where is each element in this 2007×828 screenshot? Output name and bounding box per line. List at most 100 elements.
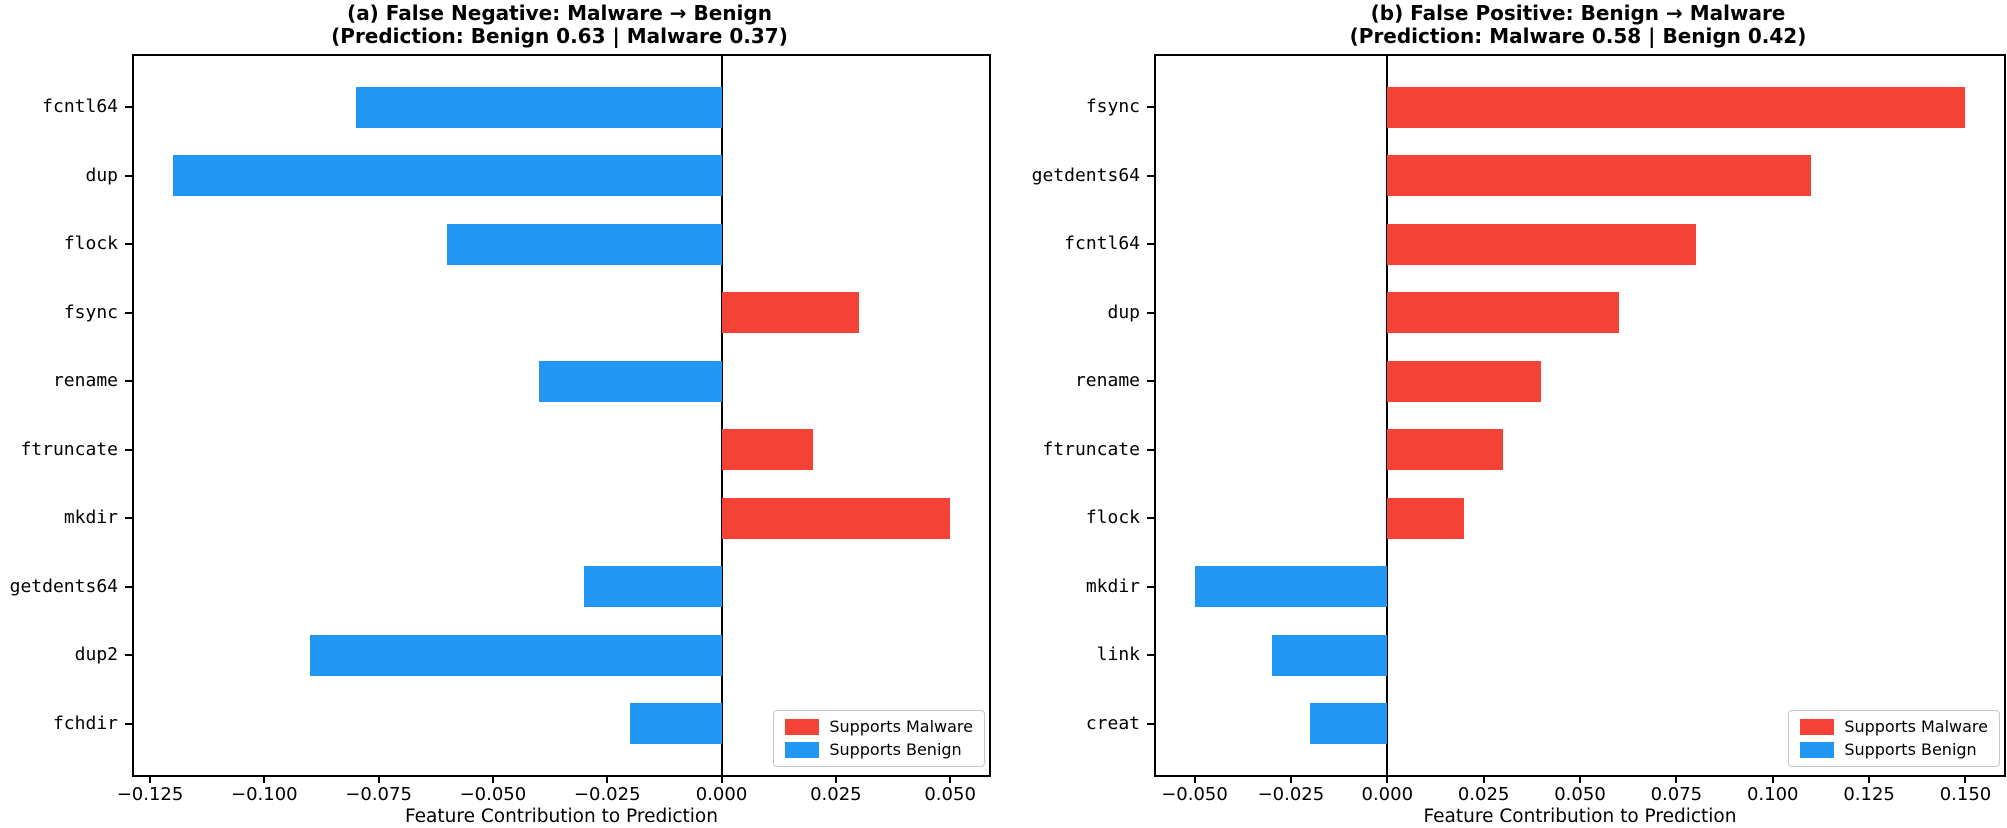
- y-tick-mark: [125, 654, 134, 657]
- y-tick-label-dup2: dup2: [74, 644, 118, 666]
- panel-b-title-line-1: (b) False Positive: Benign → Malware: [1370, 1, 1786, 25]
- y-tick-mark: [1147, 654, 1156, 657]
- x-tick-label: −0.050: [1161, 784, 1228, 805]
- y-tick-mark: [125, 243, 134, 246]
- panel-a-title-line-2: (Prediction: Benign 0.63 | Malware 0.37): [331, 24, 788, 48]
- y-tick-label-link: link: [1096, 644, 1140, 666]
- legend-item-malware: Supports Malware: [785, 719, 973, 735]
- bar-getdents64: [1387, 155, 1812, 197]
- legend-label-benign: Supports Benign: [829, 740, 962, 759]
- x-tick-mark: [1193, 775, 1196, 783]
- bar-fcntl64: [1387, 223, 1696, 265]
- x-tick-label: 0.050: [1554, 784, 1606, 805]
- y-tick-mark: [125, 448, 134, 451]
- bar-dup: [172, 155, 722, 197]
- legend: Supports Malware Supports Benign: [1788, 710, 2000, 767]
- x-tick-mark: [149, 775, 151, 783]
- bar-fsync: [721, 292, 859, 334]
- y-tick-label-fcntl64: fcntl64: [1064, 233, 1140, 255]
- x-tick-mark: [1386, 775, 1389, 783]
- bar-ftruncate: [1387, 429, 1503, 471]
- x-tick-label: 0.150: [1939, 784, 1992, 805]
- legend-swatch-malware: [1800, 719, 1835, 735]
- legend-label-malware: Supports Malware: [829, 717, 973, 736]
- x-axis-label: Feature Contribution to Prediction: [405, 806, 718, 827]
- legend-item-malware: Supports Malware: [1800, 719, 1988, 735]
- y-tick-label-rename: rename: [1074, 370, 1140, 392]
- x-tick-label: −0.075: [345, 784, 412, 805]
- y-tick-mark: [125, 380, 134, 383]
- y-tick-label-mkdir: mkdir: [1085, 575, 1140, 597]
- legend-swatch-benign: [785, 742, 820, 758]
- bar-mkdir: [1194, 566, 1388, 608]
- x-tick-label: 0.000: [695, 784, 748, 805]
- x-tick-label: 0.125: [1843, 784, 1895, 805]
- x-tick-label: 0.025: [1457, 784, 1510, 805]
- y-tick-mark: [125, 311, 134, 314]
- y-tick-label-creat: creat: [1085, 712, 1140, 734]
- x-tick-mark: [1771, 775, 1774, 783]
- panel-b-title: (b) False Positive: Benign → Malware (Pr…: [1154, 2, 2002, 48]
- x-tick-mark: [1482, 775, 1485, 783]
- bar-creat: [1310, 703, 1388, 745]
- x-tick-label: 0.100: [1746, 784, 1799, 805]
- x-tick-mark: [1868, 775, 1871, 783]
- bar-fcntl64: [355, 86, 722, 128]
- legend-swatch-benign: [1800, 742, 1835, 758]
- panel-b-plot-area: fsync getdents64 fcntl64 dup rename ftruncate…: [1032, 54, 2006, 826]
- legend: Supports Malware Supports Benign: [773, 710, 985, 767]
- y-tick-label-flock: flock: [1085, 507, 1140, 529]
- y-tick-label-fcntl64: fcntl64: [42, 96, 118, 117]
- y-tick-mark: [1147, 243, 1156, 246]
- bar-dup: [1387, 292, 1619, 334]
- x-tick-label: 0.050: [924, 784, 976, 805]
- y-tick-mark: [125, 174, 134, 177]
- x-tick-label: −0.025: [573, 784, 641, 805]
- y-tick-label-mkdir: mkdir: [63, 507, 118, 529]
- y-tick-mark: [1147, 448, 1156, 451]
- panel-a-title-line-1: (a) False Negative: Malware → Benign: [347, 1, 772, 25]
- x-tick-mark: [1579, 775, 1581, 783]
- bar-dup2: [310, 634, 722, 676]
- y-tick-label-rename: rename: [52, 370, 118, 392]
- x-tick-mark: [491, 775, 494, 783]
- x-tick-mark: [377, 775, 380, 783]
- y-tick-label-ftruncate: ftruncate: [20, 438, 118, 460]
- y-tick-mark: [1147, 380, 1156, 383]
- x-tick-mark: [720, 775, 723, 783]
- y-tick-label-fsync: fsync: [63, 301, 118, 323]
- bar-mkdir: [721, 497, 951, 539]
- x-tick-mark: [949, 775, 952, 783]
- x-tick-label: −0.100: [230, 784, 298, 805]
- y-tick-label-dup: dup: [85, 164, 118, 186]
- x-tick-mark: [1675, 775, 1678, 783]
- y-tick-label-ftruncate: ftruncate: [1042, 438, 1140, 460]
- bar-fchdir: [630, 703, 722, 745]
- y-tick-mark: [1147, 585, 1156, 588]
- panel-b-title-line-2: (Prediction: Malware 0.58 | Benign 0.42): [1349, 24, 1807, 48]
- y-tick-mark: [1147, 311, 1156, 314]
- zero-axis-line: [1386, 56, 1389, 775]
- y-tick-label-getdents64: getdents64: [1031, 164, 1140, 186]
- x-tick-mark: [263, 775, 266, 783]
- x-tick-label: −0.050: [459, 784, 527, 805]
- bar-ftruncate: [721, 429, 813, 471]
- x-tick-label: 0.025: [810, 784, 862, 805]
- legend-label-benign: Supports Benign: [1844, 740, 1977, 759]
- y-tick-mark: [1147, 174, 1156, 177]
- zero-axis-line: [720, 56, 723, 775]
- bar-getdents64: [584, 566, 722, 608]
- y-tick-mark: [1147, 517, 1156, 520]
- y-tick-label-getdents64: getdents64: [9, 575, 118, 597]
- x-tick-mark: [606, 775, 609, 783]
- x-tick-mark: [1964, 775, 1967, 783]
- y-tick-label-flock: flock: [63, 233, 118, 255]
- legend-item-benign: Supports Benign: [785, 742, 973, 758]
- x-tick-mark: [834, 775, 837, 783]
- y-tick-label-fsync: fsync: [1085, 96, 1140, 117]
- x-axis-label: Feature Contribution to Prediction: [1423, 806, 1737, 827]
- x-tick-label: 0.075: [1650, 784, 1703, 805]
- x-tick-label: 0.000: [1361, 784, 1414, 805]
- x-tick-label: −0.125: [116, 784, 184, 805]
